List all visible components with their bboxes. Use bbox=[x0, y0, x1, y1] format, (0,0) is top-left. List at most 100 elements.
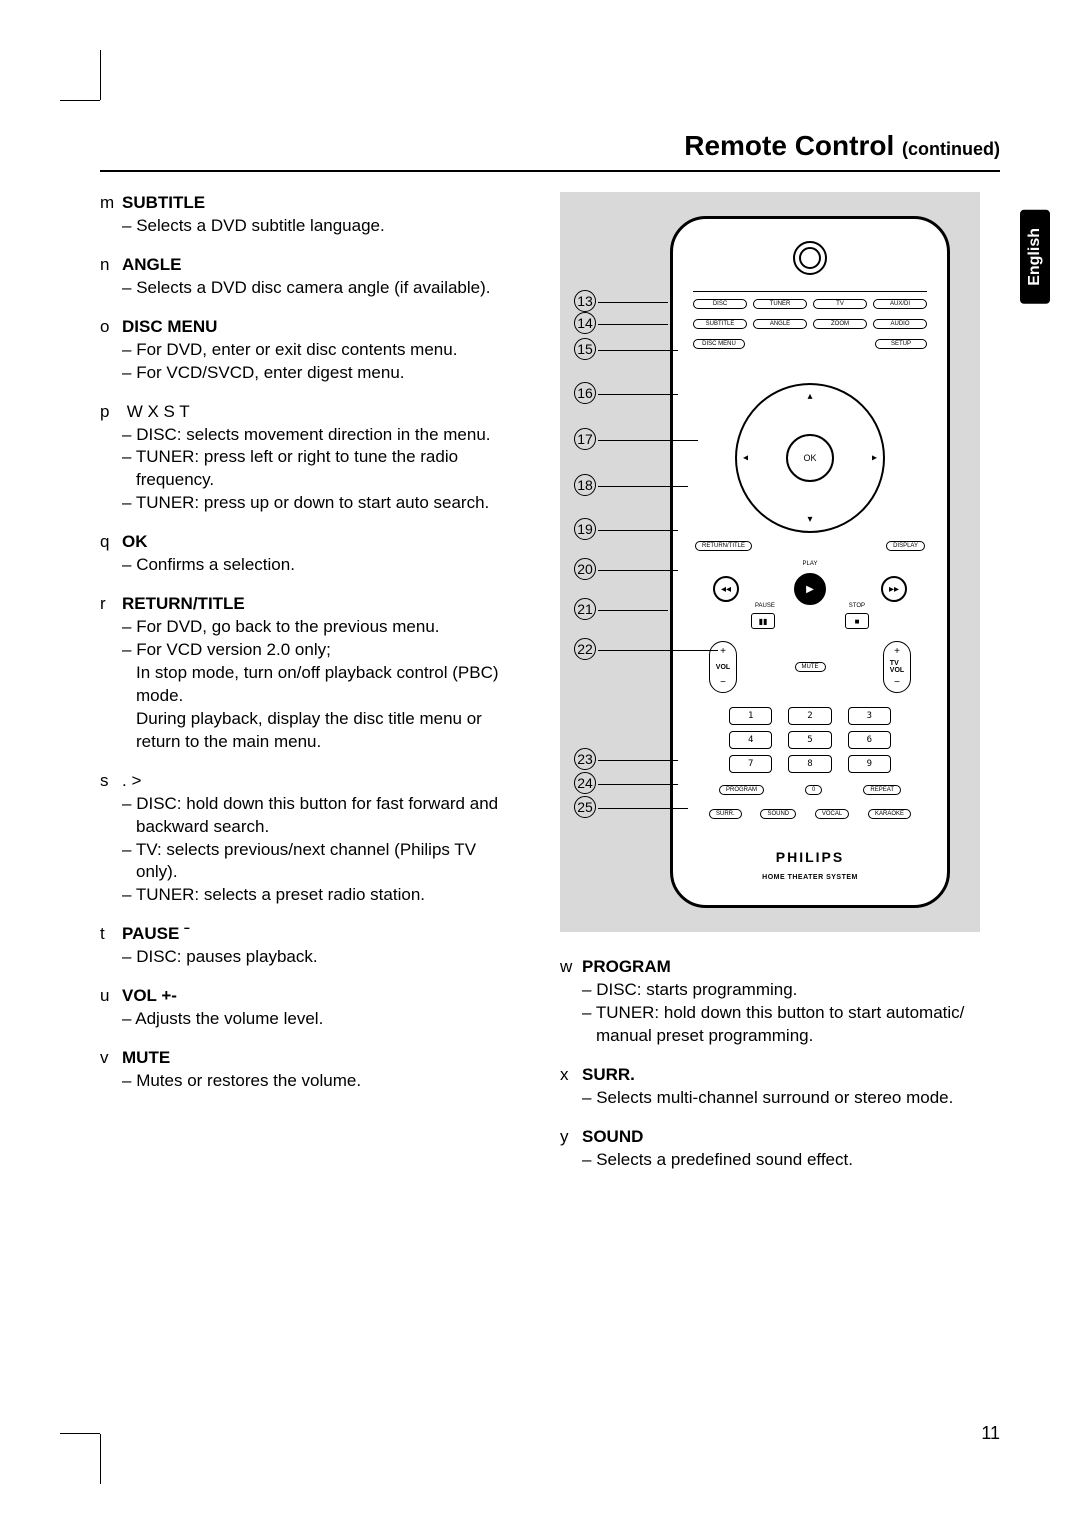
sound-row: SURR.SOUNDVOCALKARAOKE bbox=[709, 809, 911, 819]
section-head: mSUBTITLE bbox=[100, 192, 520, 215]
section-label: PROGRAM bbox=[582, 957, 671, 976]
bullet-text: DISC: pauses playback. bbox=[114, 946, 520, 969]
right-column: DISCTUNERTVAUX/DI SUBTITLEANGLEZOOMAUDIO… bbox=[560, 192, 1000, 1188]
callout-number: 15 bbox=[574, 338, 596, 360]
source-row: DISCTUNERTVAUX/DI bbox=[693, 299, 927, 309]
section-t: tPAUSE ˉDISC: pauses playback. bbox=[100, 923, 520, 969]
section-label: MUTE bbox=[122, 1048, 170, 1067]
dpad-left-icon: ◂ bbox=[743, 453, 748, 464]
remote-pill: 6 bbox=[848, 731, 891, 749]
remote-pill: KARAOKE bbox=[868, 809, 911, 819]
section-label: SUBTITLE bbox=[122, 193, 205, 212]
bullet-text: Confirms a selection. bbox=[114, 554, 520, 577]
callout-line bbox=[598, 394, 678, 395]
remote-pill: ZOOM bbox=[813, 319, 867, 329]
callout-line bbox=[598, 486, 688, 487]
section-letter: r bbox=[100, 593, 122, 616]
section-letter: y bbox=[560, 1126, 582, 1149]
callout-line bbox=[598, 324, 668, 325]
callout-number: 20 bbox=[574, 558, 596, 580]
section-letter: v bbox=[100, 1047, 122, 1070]
vol-plus-icon: + bbox=[720, 646, 726, 657]
callout-number: 13 bbox=[574, 290, 596, 312]
section-n: nANGLESelects a DVD disc camera angle (i… bbox=[100, 254, 520, 300]
bullet-text: Selects multi-channel surround or stereo… bbox=[574, 1087, 1000, 1110]
section-label: OK bbox=[122, 532, 148, 551]
callout-23: 23 bbox=[574, 748, 678, 770]
section-label: RETURN/TITLE bbox=[122, 594, 245, 613]
bullet-text: For DVD, enter or exit disc contents men… bbox=[114, 339, 520, 362]
section-x: xSURR.Selects multi-channel surround or … bbox=[560, 1064, 1000, 1110]
page-title: Remote Control (continued) bbox=[100, 130, 1000, 162]
callout-15: 15 bbox=[574, 338, 678, 360]
remote-pill: SUBTITLE bbox=[693, 319, 747, 329]
remote-pill: VOCAL bbox=[815, 809, 849, 819]
remote-pill: DISC bbox=[693, 299, 747, 309]
play-button: ▶ bbox=[794, 573, 826, 605]
bullet-text: DISC: selects movement direction in the … bbox=[114, 424, 520, 447]
section-head: rRETURN/TITLE bbox=[100, 593, 520, 616]
content-columns: mSUBTITLESelects a DVD subtitle language… bbox=[100, 192, 1000, 1188]
section-p: p W X S TDISC: selects movement directio… bbox=[100, 401, 520, 516]
section-label: PAUSE ˉ bbox=[122, 924, 190, 943]
section-head: vMUTE bbox=[100, 1047, 520, 1070]
bullet-text: Selects a DVD disc camera angle (if avai… bbox=[114, 277, 520, 300]
prev-button: ◂◂ bbox=[713, 576, 739, 602]
section-letter: q bbox=[100, 531, 122, 554]
section-head: oDISC MENU bbox=[100, 316, 520, 339]
callout-line bbox=[598, 650, 718, 651]
callout-24: 24 bbox=[574, 772, 678, 794]
section-q: qOK Confirms a selection. bbox=[100, 531, 520, 577]
remote-pill: SURR. bbox=[709, 809, 742, 819]
callout-number: 25 bbox=[574, 796, 596, 818]
title-main: Remote Control bbox=[684, 130, 894, 161]
dpad-right-icon: ▸ bbox=[872, 453, 877, 464]
bullet-text: Selects a predefined sound effect. bbox=[574, 1149, 1000, 1172]
section-label: DISC MENU bbox=[122, 317, 217, 336]
program-row: PROGRAM0REPEAT bbox=[719, 785, 901, 795]
next-button: ▸▸ bbox=[881, 576, 907, 602]
title-rule bbox=[100, 170, 1000, 172]
function-row: SUBTITLEANGLEZOOMAUDIO bbox=[693, 319, 927, 329]
tvvol-rocker: + TV VOL − bbox=[883, 641, 911, 693]
callout-number: 19 bbox=[574, 518, 596, 540]
left-column: mSUBTITLESelects a DVD subtitle language… bbox=[100, 192, 520, 1188]
section-head: xSURR. bbox=[560, 1064, 1000, 1087]
return-display-row: RETURN/TITLE DISPLAY bbox=[695, 541, 925, 551]
section-head: p W X S T bbox=[100, 401, 520, 424]
callout-number: 18 bbox=[574, 474, 596, 496]
bullet-text: DISC: hold down this button for fast for… bbox=[114, 793, 520, 839]
remote-pill: 0 bbox=[805, 785, 822, 795]
section-s: s. >DISC: hold down this button for fast… bbox=[100, 770, 520, 908]
panel-divider bbox=[693, 291, 927, 292]
section-u: uVOL +-Adjusts the volume level. bbox=[100, 985, 520, 1031]
callout-20: 20 bbox=[574, 558, 678, 580]
right-text-column: wPROGRAMDISC: starts programming.TUNER: … bbox=[560, 956, 1000, 1172]
pause-button: ▮▮ bbox=[751, 613, 775, 629]
remote-pill: 8 bbox=[788, 755, 831, 773]
callout-line bbox=[598, 302, 668, 303]
bullet-continuation: During playback, display the disc title … bbox=[100, 708, 520, 754]
bullet-text: Adjusts the volume level. bbox=[114, 1008, 520, 1031]
section-label: ANGLE bbox=[122, 255, 182, 274]
section-o: oDISC MENUFor DVD, enter or exit disc co… bbox=[100, 316, 520, 385]
remote-pill: TV bbox=[813, 299, 867, 309]
section-label: . > bbox=[122, 771, 141, 790]
callout-number: 24 bbox=[574, 772, 596, 794]
section-head: tPAUSE ˉ bbox=[100, 923, 520, 946]
callout-number: 21 bbox=[574, 598, 596, 620]
ok-button: OK bbox=[786, 434, 834, 482]
bullet-text: TUNER: hold down this button to start au… bbox=[574, 1002, 1000, 1048]
language-tab: English bbox=[1020, 210, 1050, 304]
section-label: SURR. bbox=[582, 1065, 635, 1084]
section-head: s. > bbox=[100, 770, 520, 793]
tvvol-minus-icon: − bbox=[894, 677, 900, 688]
remote-outline: DISCTUNERTVAUX/DI SUBTITLEANGLEZOOMAUDIO… bbox=[670, 216, 950, 908]
callout-16: 16 bbox=[574, 382, 678, 404]
bullet-text: For DVD, go back to the previous menu. bbox=[114, 616, 520, 639]
bullet-text: For VCD version 2.0 only; bbox=[114, 639, 520, 662]
number-grid: 123456789 bbox=[729, 707, 891, 773]
remote-pill: TUNER bbox=[753, 299, 807, 309]
remote-pill: 3 bbox=[848, 707, 891, 725]
callout-13: 13 bbox=[574, 290, 668, 312]
